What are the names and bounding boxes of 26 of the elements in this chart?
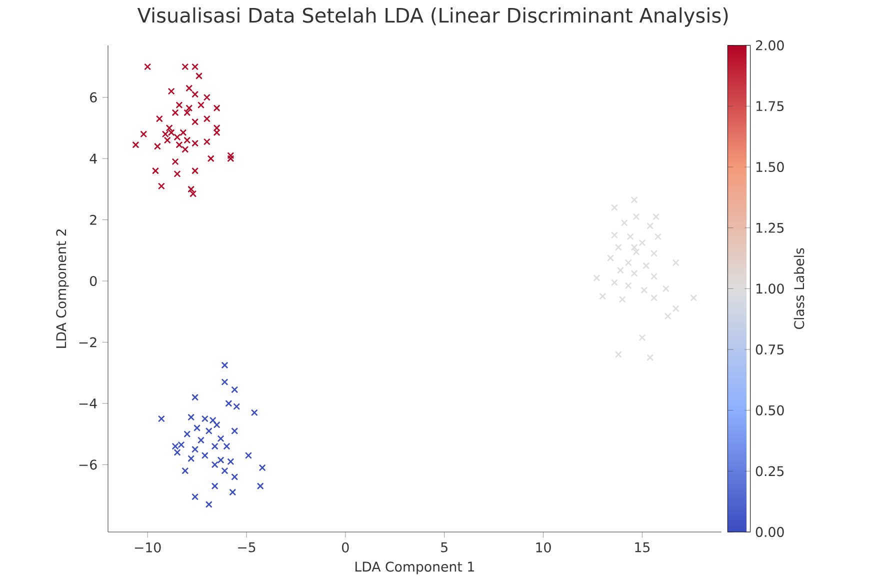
color-bar-label: 2.00	[756, 40, 784, 50]
x-axis-title: LDA Component 1	[356, 562, 474, 574]
color-bar-label: 0.25	[756, 466, 784, 476]
y-tick-label: 2	[90, 214, 96, 225]
y-tick-label: −4	[79, 398, 97, 408]
color-bar-label: 1.50	[756, 162, 784, 172]
y-axis-title: LDA Component 2	[56, 230, 69, 348]
color-bar-label: 1.75	[756, 101, 784, 112]
color-bar-label: 0.50	[756, 405, 784, 416]
y-tick-label: 6	[90, 92, 97, 102]
x-tick-label: 5	[441, 542, 448, 552]
y-tick-label: −6	[79, 460, 97, 470]
x-tick-label: −5	[238, 542, 256, 552]
color-bar-title: Class Labels	[794, 248, 804, 330]
x-tick-label: −10	[134, 542, 161, 552]
x-tick-label: 0	[342, 542, 349, 552]
color-bar-label: 0.00	[756, 526, 784, 538]
y-tick-label: 4	[90, 154, 97, 164]
y-tick-label: 0	[90, 276, 97, 286]
x-tick-label: 10	[536, 542, 551, 552]
color-bar-label: 1.25	[756, 222, 784, 233]
color-bar-label: 1.00	[756, 284, 784, 294]
y-tick-label: −2	[79, 337, 96, 348]
x-tick-label: 15	[635, 542, 650, 552]
color-bar-label: 0.75	[756, 344, 784, 355]
chart-title: Visualisasi Data Setelah LDA (Linear Discriminant Analysis)	[137, 7, 728, 27]
